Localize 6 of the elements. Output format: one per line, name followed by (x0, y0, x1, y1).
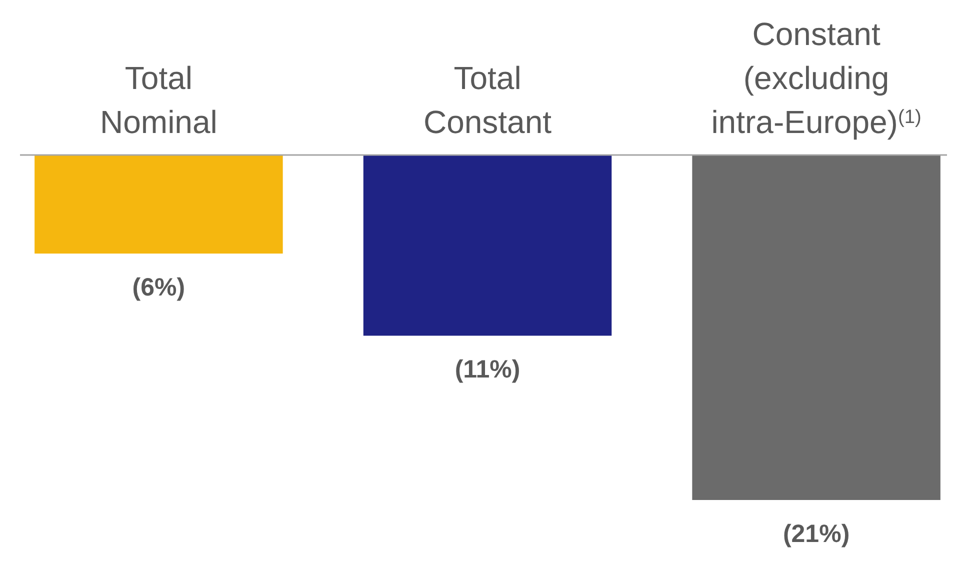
x-tick-label: Constant (excluding intra-Europe)$^{(1)}$ (711, 16, 922, 140)
x-tick-label: Total Constant (423, 60, 552, 140)
data-label: (21%) (782, 520, 850, 548)
data-label: (11%) (454, 356, 520, 384)
x-tick-label: Total Nominal (100, 60, 218, 140)
data-label: (6%) (132, 274, 186, 302)
